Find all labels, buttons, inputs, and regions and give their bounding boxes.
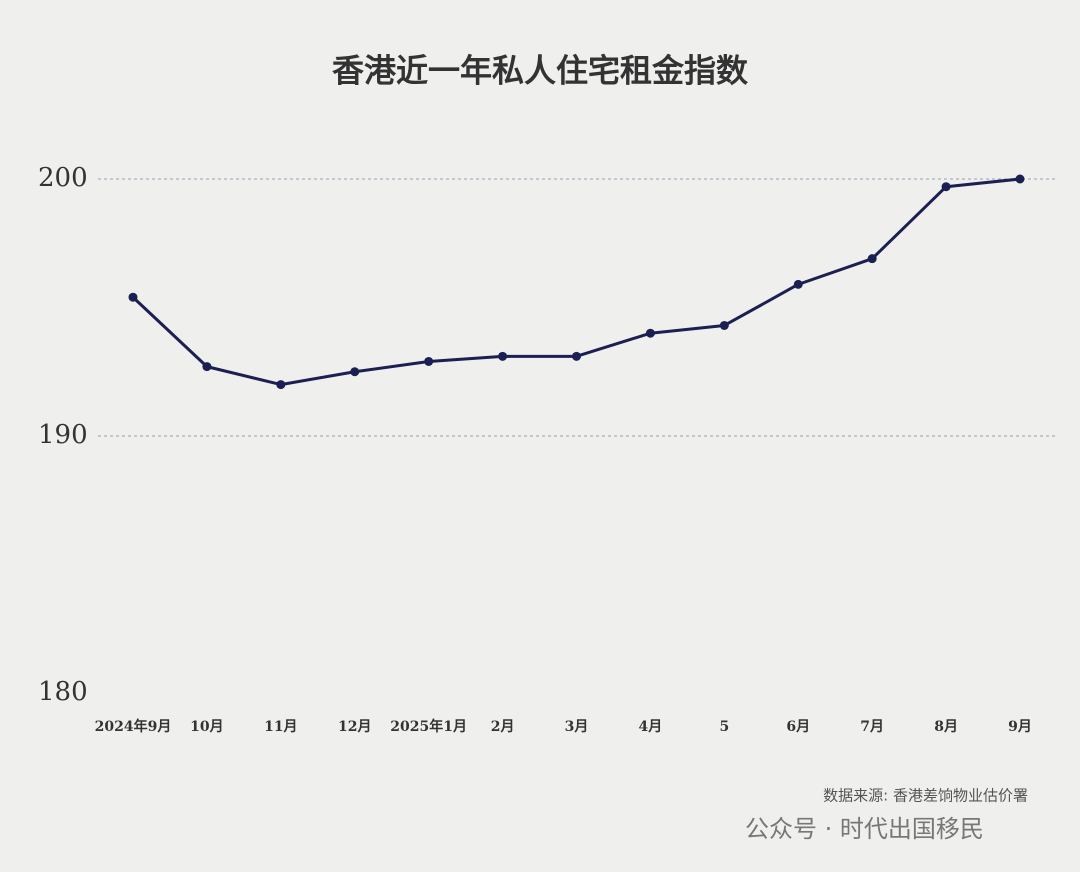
- data-point: [572, 351, 581, 361]
- data-point: [276, 380, 286, 390]
- x-tick-label: 4月: [639, 719, 663, 735]
- x-tick-label: 2025年1月: [390, 718, 467, 735]
- x-tick-label: 11月: [264, 719, 297, 735]
- x-tick-label: 9月: [1008, 719, 1032, 735]
- watermark: 公众号 · 时代出国移民: [745, 815, 984, 843]
- y-tick-label: 190: [38, 420, 88, 450]
- source-note: 数据来源: 香港差饷物业估价署: [823, 787, 1028, 805]
- data-point: [645, 328, 655, 338]
- x-tick-label: 10月: [190, 719, 223, 735]
- x-tick-label: 5: [719, 719, 729, 735]
- data-point: [424, 356, 434, 366]
- x-tick-label: 3月: [565, 719, 589, 735]
- x-tick-label: 2024年9月: [95, 718, 172, 735]
- data-point: [793, 279, 803, 289]
- data-point: [350, 367, 360, 377]
- data-point: [867, 254, 877, 264]
- x-tick-label: 2月: [491, 719, 515, 735]
- data-point: [719, 320, 729, 330]
- y-tick-label: 180: [38, 677, 88, 707]
- x-tick-label: 12月: [338, 719, 371, 735]
- x-tick-label: 7月: [860, 719, 884, 735]
- data-point: [941, 182, 951, 192]
- x-tick-label: 6月: [786, 719, 810, 735]
- chart-title: 香港近一年私人住宅租金指数: [332, 52, 749, 90]
- data-point: [1015, 174, 1025, 184]
- data-point: [202, 362, 212, 372]
- data-point: [128, 292, 138, 302]
- y-tick-label: 200: [38, 163, 88, 193]
- x-tick-label: 8月: [934, 719, 958, 735]
- data-point: [498, 351, 508, 361]
